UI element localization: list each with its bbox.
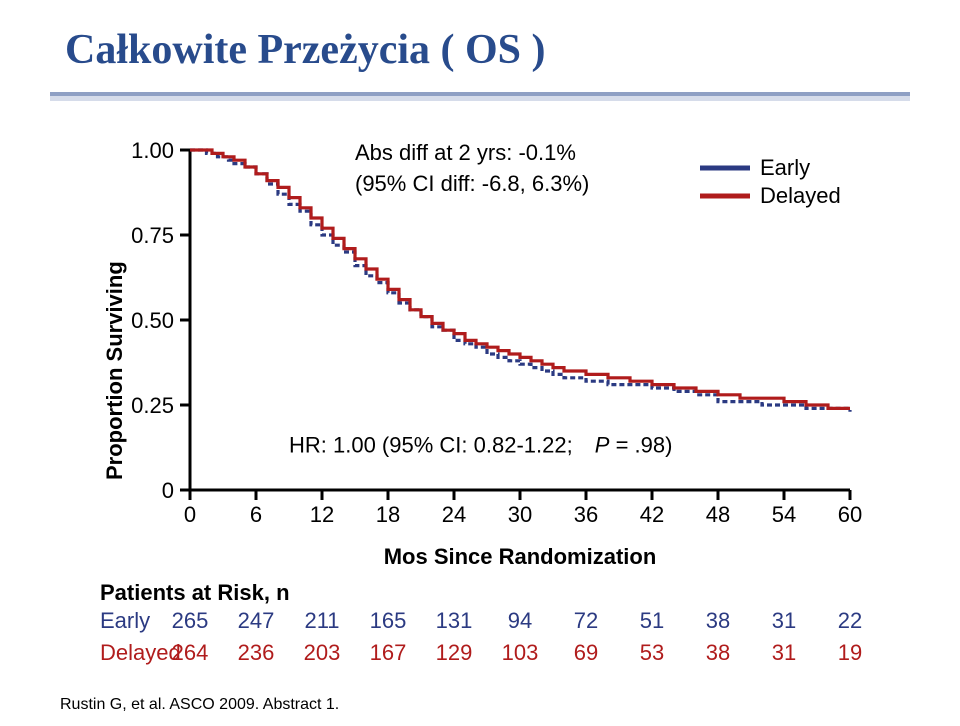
svg-text:Abs diff at 2 yrs: -0.1%: Abs diff at 2 yrs: -0.1% xyxy=(355,140,576,165)
svg-text:18: 18 xyxy=(376,502,400,527)
risk-n: 69 xyxy=(566,640,606,666)
svg-text:36: 36 xyxy=(574,502,598,527)
risk-n: 94 xyxy=(500,608,540,634)
risk-n: 53 xyxy=(632,640,672,666)
svg-text:0: 0 xyxy=(162,478,174,503)
svg-text:54: 54 xyxy=(772,502,796,527)
svg-text:Mos Since Randomization: Mos Since Randomization xyxy=(384,544,657,569)
patients-at-risk-title: Patients at Risk, n xyxy=(100,580,290,606)
svg-text:0: 0 xyxy=(184,502,196,527)
km-chart: 0 0.25 0.50 0.75 1.00 0 6 12 18 24 30 36 42 48 54 60 Mos… xyxy=(80,140,880,570)
svg-text:Early: Early xyxy=(760,155,810,180)
risk-n: 38 xyxy=(698,608,738,634)
risk-n: 31 xyxy=(764,640,804,666)
svg-text:HR: 1.00 (95% CI: 0.82-1.22;: HR: 1.00 (95% CI: 0.82-1.22; xyxy=(289,433,573,458)
svg-text:24: 24 xyxy=(442,502,466,527)
svg-text:60: 60 xyxy=(838,502,862,527)
slide-title: Całkowite Przeżycia ( OS ) xyxy=(65,26,546,74)
risk-n: 31 xyxy=(764,608,804,634)
risk-n: 131 xyxy=(434,608,474,634)
svg-text:0.75: 0.75 xyxy=(131,223,174,248)
svg-text:12: 12 xyxy=(310,502,334,527)
svg-text:42: 42 xyxy=(640,502,664,527)
risk-n: 72 xyxy=(566,608,606,634)
risk-n: 129 xyxy=(434,640,474,666)
risk-n: 265 xyxy=(170,608,210,634)
risk-n: 247 xyxy=(236,608,276,634)
svg-text:0.50: 0.50 xyxy=(131,308,174,333)
svg-text:(95% CI diff: -6.8, 6.3%): (95% CI diff: -6.8, 6.3%) xyxy=(355,171,589,196)
risk-n: 22 xyxy=(830,608,870,634)
risk-row-label: Delayed xyxy=(100,640,181,666)
y-axis-label: Proportion Surviving xyxy=(102,261,128,480)
svg-text:30: 30 xyxy=(508,502,532,527)
risk-n: 203 xyxy=(302,640,342,666)
svg-text:0.25: 0.25 xyxy=(131,393,174,418)
risk-n: 19 xyxy=(830,640,870,666)
svg-text:48: 48 xyxy=(706,502,730,527)
title-rule-light xyxy=(50,96,910,101)
risk-n: 103 xyxy=(500,640,540,666)
risk-n: 167 xyxy=(368,640,408,666)
risk-n: 38 xyxy=(698,640,738,666)
risk-n: 165 xyxy=(368,608,408,634)
risk-n: 51 xyxy=(632,608,672,634)
chart-svg: 0 0.25 0.50 0.75 1.00 0 6 12 18 24 30 36 42 48 54 60 Mos… xyxy=(80,140,880,570)
risk-row-label: Early xyxy=(100,608,150,634)
svg-text:1.00: 1.00 xyxy=(131,140,174,163)
risk-n: 211 xyxy=(302,608,342,634)
citation: Rustin G, et al. ASCO 2009. Abstract 1. xyxy=(60,696,339,714)
svg-text:P = .98): P = .98) xyxy=(595,433,673,458)
risk-n: 236 xyxy=(236,640,276,666)
svg-text:6: 6 xyxy=(250,502,262,527)
risk-n: 264 xyxy=(170,640,210,666)
svg-text:Delayed: Delayed xyxy=(760,183,841,208)
